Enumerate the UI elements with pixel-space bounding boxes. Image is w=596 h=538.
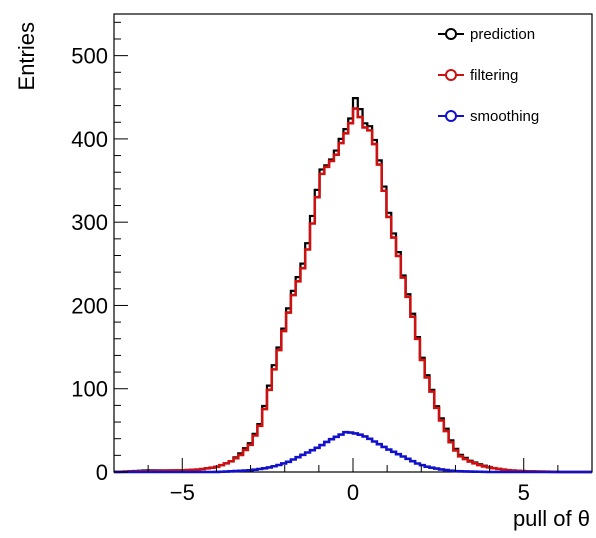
x-tick-label: 0 [347,480,359,505]
series-line-prediction [114,97,592,474]
y-tick-label: 200 [71,293,108,318]
y-tick-label: 500 [71,44,108,69]
y-tick-label: 400 [71,127,108,152]
legend-entry-smoothing: smoothing [438,108,539,125]
x-axis-title: pull of θ [513,506,590,531]
legend-label: prediction [470,26,535,43]
y-tick-label: 300 [71,210,108,235]
x-tick-label: −5 [170,480,195,505]
series-line-filtering [114,107,592,474]
legend-label: smoothing [470,108,539,125]
plot-frame [113,13,593,473]
legend: prediction filtering smoothing [438,26,539,125]
y-axis-title: Entries [14,22,39,90]
legend-marker [445,110,457,122]
x-tick-label: 5 [518,480,530,505]
series-line-smoothing [114,430,592,474]
y-tick-label: 0 [96,460,108,485]
series-layer [114,97,592,474]
legend-marker [445,69,457,81]
legend-entry-prediction: prediction [438,26,535,43]
legend-marker [445,28,457,40]
y-tick-label: 100 [71,377,108,402]
legend-entry-filtering: filtering [438,67,518,84]
legend-label: filtering [470,67,518,84]
